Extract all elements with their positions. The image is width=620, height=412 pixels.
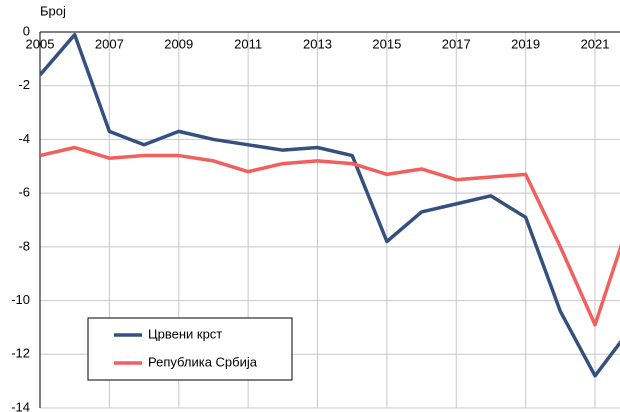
data-line <box>40 32 620 378</box>
y-axis-label: Број <box>40 3 66 18</box>
x-tick-label: 2017 <box>442 36 471 51</box>
legend-box <box>87 317 293 381</box>
y-tick-label: -4 <box>18 131 30 146</box>
x-tick-label: 2007 <box>95 36 124 51</box>
y-tick-label: -6 <box>18 185 30 200</box>
x-tick-label: 2015 <box>372 36 401 51</box>
y-tick-label: -10 <box>11 292 30 307</box>
y-tick-label: -14 <box>11 399 30 412</box>
x-tick-label: 2013 <box>303 36 332 51</box>
y-tick-label: -12 <box>11 346 30 361</box>
plot-area <box>40 32 620 378</box>
y-tick-label: -8 <box>18 238 30 253</box>
legend-label: Црвени крст <box>148 326 222 341</box>
x-tick-label: 2021 <box>581 36 610 51</box>
data-line <box>40 145 620 327</box>
x-tick-label: 2019 <box>511 36 540 51</box>
x-tick-label: 2009 <box>164 36 193 51</box>
legend-label: Република Србија <box>148 354 258 369</box>
y-tick-label: 0 <box>23 23 30 38</box>
y-tick-label: -2 <box>18 77 30 92</box>
x-tick-label: 2011 <box>234 36 262 51</box>
